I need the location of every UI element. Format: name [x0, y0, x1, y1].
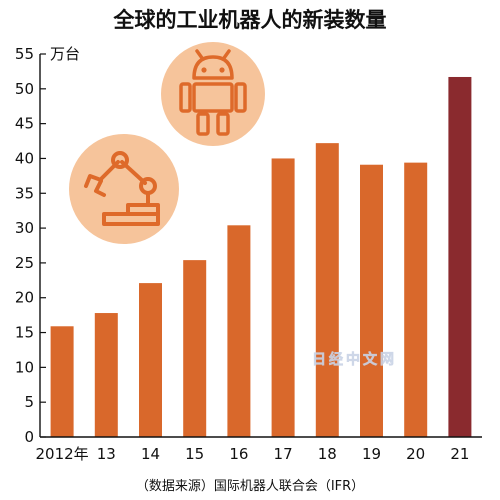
android-robot-icon	[161, 42, 265, 146]
bar-9	[448, 76, 472, 437]
chart-title: 全球的工业机器人的新装数量	[113, 8, 387, 32]
x-tick-label: 13	[97, 445, 116, 463]
x-tick-label: 2012年	[36, 445, 89, 463]
y-tick-label: 35	[15, 184, 34, 202]
watermark: 日经中文网	[312, 351, 397, 368]
bar-8	[404, 162, 428, 437]
x-tick-label: 20	[406, 445, 425, 463]
y-tick-label: 50	[15, 80, 34, 98]
bar-5	[271, 158, 295, 438]
x-tick-label: 17	[274, 445, 293, 463]
x-tick-label: 18	[318, 445, 337, 463]
y-tick-label: 30	[15, 219, 34, 237]
y-unit-label: 万台	[50, 45, 80, 63]
y-tick-label: 15	[15, 324, 34, 342]
source-note: （数据来源）国际机器人联合会（IFR）	[136, 479, 364, 494]
y-tick-label: 25	[15, 254, 34, 272]
y-tick-label: 55	[15, 45, 34, 63]
bar-4	[227, 225, 251, 437]
robot-arm-icon	[69, 134, 179, 244]
x-tick-label: 21	[450, 445, 469, 463]
y-tick-label: 40	[15, 149, 34, 167]
y-tick-label: 45	[15, 115, 34, 133]
x-tick-label: 16	[229, 445, 248, 463]
bar-7	[360, 164, 383, 438]
x-axis: 2012年 13 14 15 16 17 18 19 20 21	[36, 436, 482, 463]
bar-2	[139, 283, 162, 437]
y-tick-label: 5	[24, 393, 34, 411]
x-tick-label: 14	[141, 445, 160, 463]
x-tick-label: 19	[362, 445, 381, 463]
y-tick-label: 20	[15, 289, 34, 307]
bar-6	[315, 143, 339, 437]
y-axis: 0 5 10 15 20 25 30 35 40 45 50 55	[15, 45, 46, 446]
bar-3	[183, 260, 207, 437]
bar-1	[94, 313, 118, 437]
x-tick-label: 15	[185, 445, 204, 463]
bars	[50, 76, 472, 438]
y-tick-label: 0	[24, 428, 34, 446]
bar-0	[50, 326, 74, 437]
y-tick-label: 10	[15, 358, 34, 376]
